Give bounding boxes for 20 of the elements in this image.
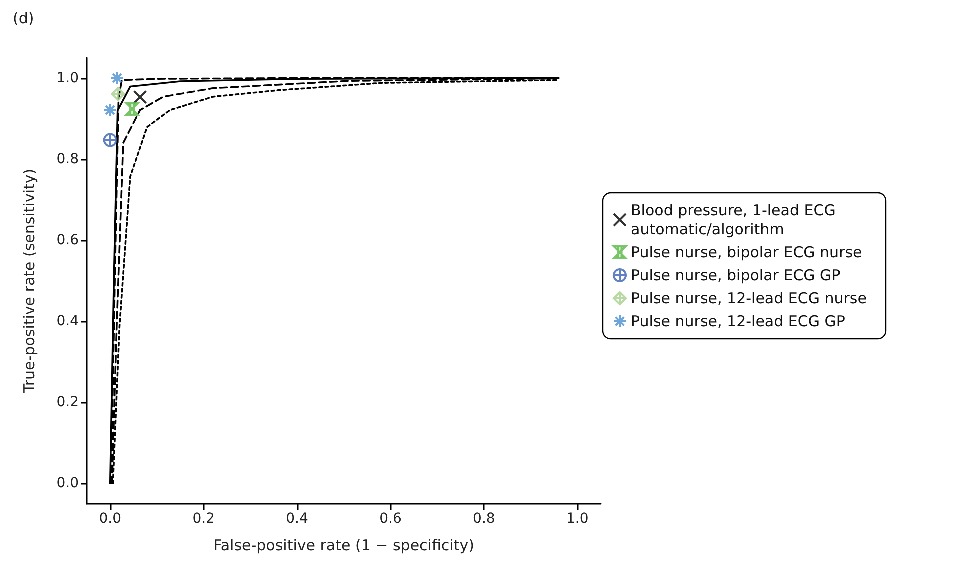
legend-label: Blood pressure, 1-lead ECG automatic/algorithm: [631, 202, 841, 238]
y-tick-label: 1.0: [56, 70, 79, 86]
y-tick-label: 0.4: [56, 314, 80, 330]
x-tick-label: 0.2: [192, 511, 215, 527]
x-tick-label: 1.0: [566, 511, 589, 527]
x-axis-title: False-positive rate (1 − specificity): [214, 536, 474, 554]
y-tick-label: 0.8: [56, 151, 79, 168]
legend-label: Pulse nurse, 12-lead ECG GP: [631, 312, 846, 330]
legend-label: Pulse nurse, bipolar ECG GP: [631, 266, 841, 284]
y-tick-label: 0.2: [56, 394, 79, 411]
legend-label: Pulse nurse, 12-lead ECG nurse: [631, 290, 867, 308]
x-tick-label: 0.4: [286, 511, 308, 527]
x-tick-label: 0.0: [99, 511, 122, 527]
legend-label: Pulse nurse, bipolar ECG nurse: [631, 244, 862, 262]
x-tick-label: 0.8: [473, 511, 496, 527]
chart-title: (d): [13, 10, 34, 28]
y-axis-title: True-positive rate (sensitivity): [20, 168, 38, 394]
y-tick-label: 0.0: [56, 476, 79, 492]
x-tick-label: 0.6: [380, 511, 402, 527]
y-tick-label: 0.6: [56, 232, 80, 248]
